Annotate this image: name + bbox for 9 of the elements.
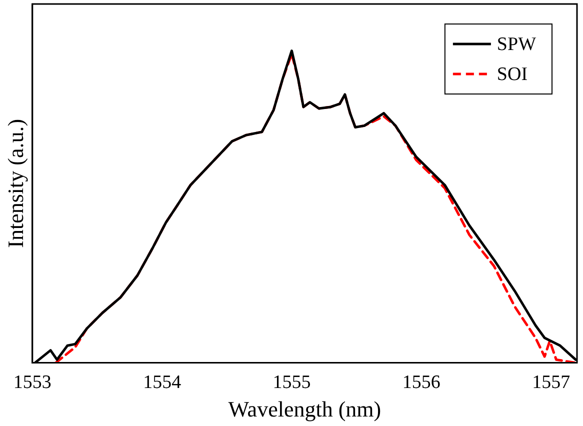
- x-tick-label: 1555: [272, 372, 311, 394]
- legend-label: SOI: [496, 64, 528, 85]
- x-tick-label: 1553: [13, 372, 52, 394]
- x-tick-label: 1554: [143, 372, 182, 394]
- x-axis-title: Wavelength (nm): [228, 396, 382, 422]
- y-axis-title: Intensity (a.u.): [2, 118, 28, 248]
- x-tick-label: 1557: [532, 372, 570, 394]
- legend-label: SPW: [496, 34, 536, 55]
- x-tick-label: 1556: [402, 372, 440, 394]
